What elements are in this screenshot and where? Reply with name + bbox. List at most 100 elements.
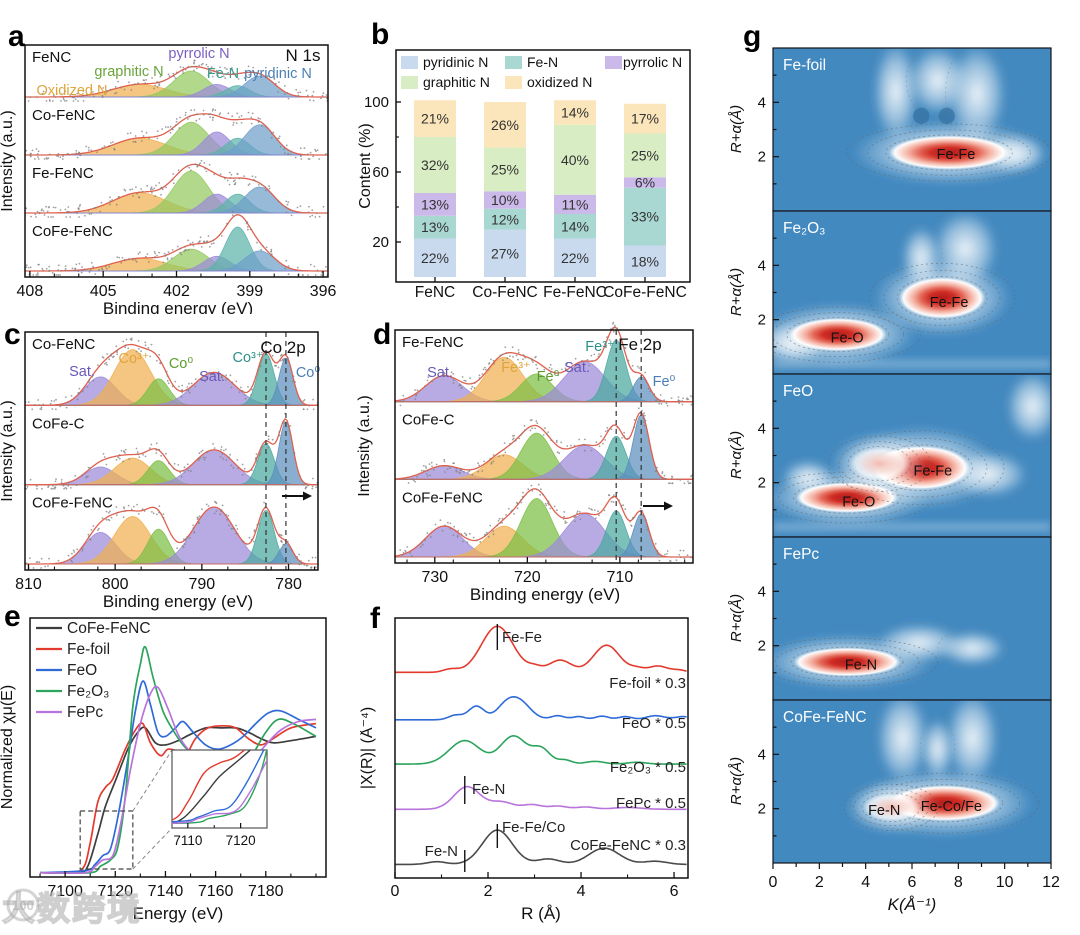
data-point bbox=[545, 504, 548, 507]
data-point bbox=[658, 559, 661, 562]
x-tick-label: 710 bbox=[607, 569, 634, 586]
data-point bbox=[236, 112, 239, 115]
data-point bbox=[260, 124, 263, 127]
data-point bbox=[511, 438, 514, 441]
data-point bbox=[181, 384, 184, 387]
contour-line bbox=[838, 441, 921, 487]
data-point bbox=[268, 358, 271, 361]
data-point bbox=[231, 68, 234, 71]
data-point bbox=[212, 116, 214, 119]
data-point bbox=[69, 487, 72, 489]
data-point bbox=[661, 472, 664, 475]
data-point bbox=[426, 475, 429, 477]
data-point bbox=[402, 478, 405, 480]
data-point bbox=[42, 210, 45, 212]
data-point bbox=[52, 206, 55, 209]
data-point bbox=[522, 491, 524, 494]
data-point bbox=[513, 513, 515, 515]
contour-line bbox=[900, 224, 943, 291]
data-point bbox=[535, 363, 538, 366]
data-point bbox=[309, 99, 311, 102]
data-point bbox=[221, 453, 224, 455]
data-point bbox=[270, 136, 273, 139]
data-point bbox=[414, 480, 416, 483]
data-point bbox=[446, 468, 449, 470]
data-point bbox=[302, 408, 305, 410]
data-point bbox=[594, 517, 597, 520]
data-point bbox=[681, 400, 684, 402]
data-point bbox=[203, 240, 205, 243]
data-point bbox=[178, 127, 181, 129]
data-point bbox=[291, 380, 294, 383]
data-point bbox=[255, 456, 257, 459]
data-point bbox=[234, 179, 236, 182]
data-point bbox=[147, 347, 150, 349]
data-point bbox=[73, 96, 75, 99]
data-point bbox=[41, 487, 43, 490]
data-point bbox=[253, 178, 255, 181]
data-point bbox=[34, 213, 37, 216]
data-point bbox=[90, 88, 93, 91]
data-point bbox=[135, 350, 138, 353]
x-axis-title: Binding energy (eV) bbox=[470, 585, 620, 604]
data-point bbox=[255, 453, 258, 455]
data-point bbox=[535, 355, 537, 358]
data-point bbox=[230, 173, 233, 176]
inset-tick-label: 7120 bbox=[226, 833, 256, 848]
data-point bbox=[614, 326, 616, 329]
data-point bbox=[198, 240, 201, 243]
data-point bbox=[649, 390, 652, 393]
data-point bbox=[156, 254, 158, 257]
data-point bbox=[236, 528, 239, 530]
y-tick-label: 2 bbox=[758, 475, 766, 492]
data-point bbox=[205, 63, 208, 66]
data-point bbox=[135, 186, 137, 189]
data-point bbox=[197, 457, 200, 460]
data-point bbox=[122, 516, 125, 519]
data-point bbox=[399, 404, 402, 407]
data-point bbox=[117, 196, 120, 198]
xanes-curve-CoFe-FeNC bbox=[39, 726, 317, 875]
data-point bbox=[484, 366, 486, 369]
data-point bbox=[226, 179, 229, 182]
data-point bbox=[447, 521, 449, 524]
data-point bbox=[308, 404, 311, 407]
data-point bbox=[72, 549, 75, 552]
plot-border bbox=[394, 617, 689, 879]
data-point bbox=[31, 149, 34, 152]
curve-label: Fe-foil * 0.3 bbox=[609, 675, 686, 692]
data-point bbox=[167, 126, 170, 129]
data-point bbox=[307, 153, 309, 156]
panel-g-chart: Fe-FeFe-foil24R+α(Å)Fe-OFe-FeFe₂O₃24R+α(… bbox=[728, 47, 1060, 914]
data-point bbox=[307, 484, 309, 487]
data-point bbox=[681, 403, 684, 406]
plot-border bbox=[395, 49, 691, 283]
data-point bbox=[59, 209, 62, 212]
data-point bbox=[32, 274, 35, 276]
data-point bbox=[67, 485, 70, 487]
data-point bbox=[204, 380, 207, 383]
data-point bbox=[463, 379, 466, 382]
data-point bbox=[41, 208, 43, 211]
data-point bbox=[624, 347, 627, 349]
data-point bbox=[546, 433, 548, 435]
data-point bbox=[542, 434, 545, 436]
data-point bbox=[76, 398, 79, 401]
data-point bbox=[612, 330, 615, 333]
data-point bbox=[220, 374, 223, 377]
bar-value-label: 21% bbox=[421, 111, 449, 127]
data-point bbox=[174, 380, 177, 383]
data-point bbox=[468, 470, 471, 472]
data-point bbox=[87, 533, 90, 536]
category-label: CoFe-FeNC bbox=[603, 284, 687, 301]
data-point bbox=[574, 357, 577, 360]
bar-segment-pyridinic N bbox=[554, 238, 596, 277]
data-point bbox=[646, 528, 649, 531]
data-point bbox=[67, 206, 70, 208]
data-point bbox=[511, 346, 514, 349]
data-point bbox=[37, 399, 39, 401]
data-point bbox=[76, 548, 79, 551]
bar-value-label: 27% bbox=[491, 245, 519, 261]
data-point bbox=[490, 463, 493, 465]
